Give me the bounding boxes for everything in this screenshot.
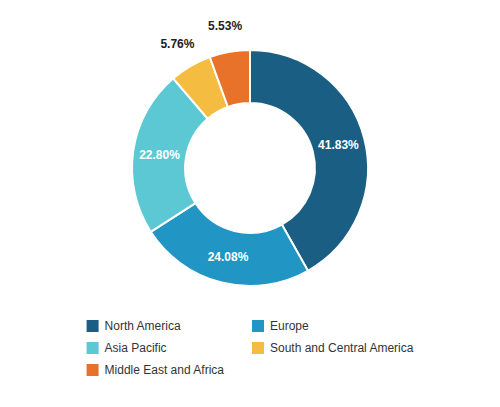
wedge bbox=[210, 50, 250, 107]
legend-label: Europe bbox=[270, 319, 309, 333]
legend-label: Middle East and Africa bbox=[105, 363, 225, 377]
legend-item: Asia Pacific bbox=[87, 341, 167, 355]
data-labels: 41.83% 24.08% 22.80% 5.76% 5.53% bbox=[139, 19, 359, 264]
plot bbox=[132, 50, 368, 286]
legend-swatch bbox=[87, 342, 99, 354]
legend-swatch bbox=[252, 320, 264, 332]
legend: North America Europe Asia Pacific South and… bbox=[87, 319, 414, 377]
legend-label: North America bbox=[105, 319, 181, 333]
data-label: 24.08% bbox=[208, 250, 249, 264]
legend-swatch bbox=[87, 320, 99, 332]
legend-item: Europe bbox=[252, 319, 309, 333]
data-label: 22.80% bbox=[139, 148, 180, 162]
data-label: 5.76% bbox=[160, 37, 194, 51]
legend-label: Asia Pacific bbox=[105, 341, 167, 355]
legend-item: North America bbox=[87, 319, 181, 333]
legend-item: Middle East and Africa bbox=[87, 363, 225, 377]
legend-swatch bbox=[252, 342, 264, 354]
data-label: 5.53% bbox=[208, 19, 242, 33]
chart: 41.83% 24.08% 22.80% 5.76% 5.53% North Americ… bbox=[0, 0, 500, 407]
legend-label: South and Central America bbox=[270, 341, 414, 355]
legend-swatch bbox=[87, 364, 99, 376]
legend-item: South and Central America bbox=[252, 341, 414, 355]
data-label: 41.83% bbox=[318, 138, 359, 152]
